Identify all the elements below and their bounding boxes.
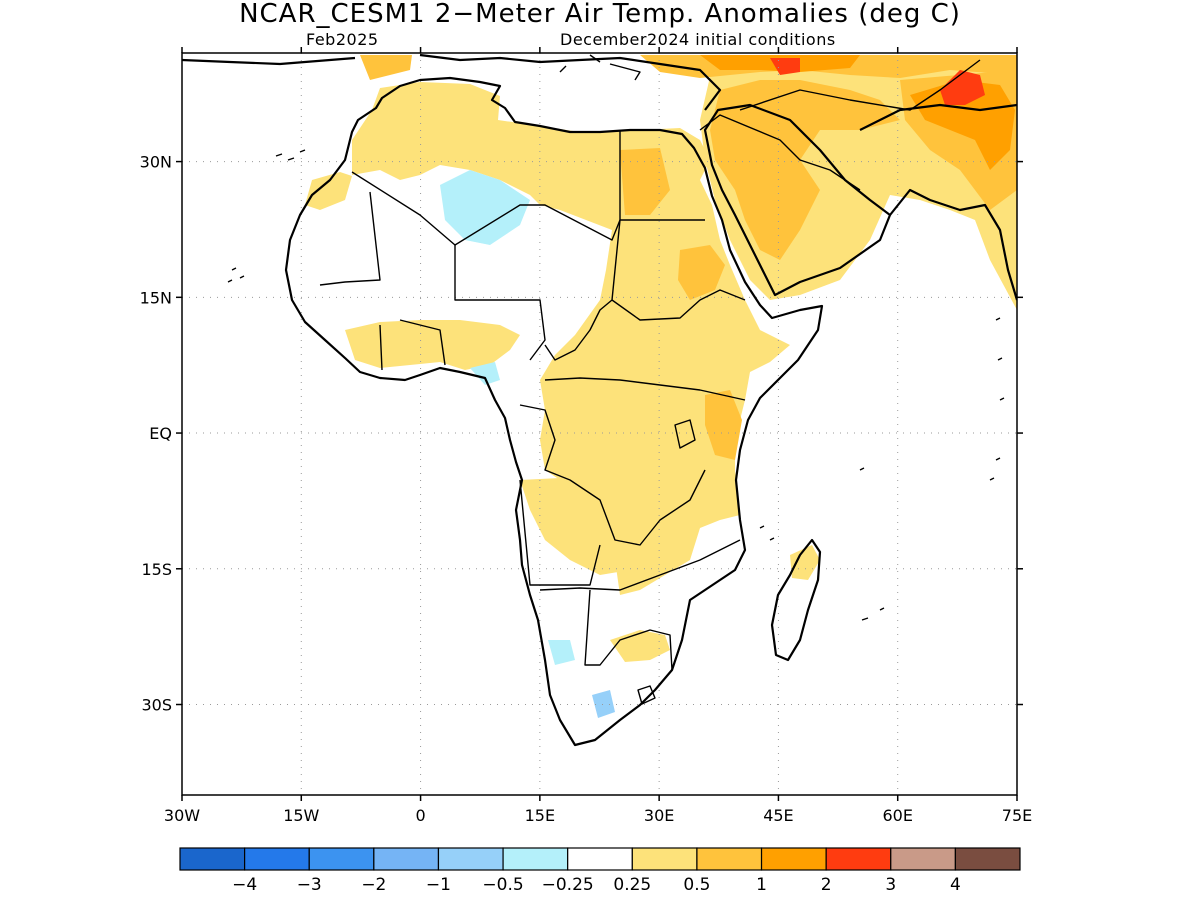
mediterranean-islands (559, 54, 641, 81)
country-border (351, 171, 705, 246)
cape-verde-islands (227, 267, 245, 283)
y-tick-label: 15N (140, 288, 172, 307)
y-tick-label: 15S (141, 560, 172, 579)
warm-anomaly-region (345, 320, 520, 370)
colorbar-label: 2 (821, 875, 832, 895)
mediterranean-north-coastline (182, 53, 722, 111)
country-border (539, 539, 741, 591)
map-frame (181, 52, 1018, 796)
country-border (544, 377, 746, 401)
colorbar-label: 0.5 (683, 875, 710, 895)
colorbar-label: −4 (232, 875, 257, 895)
cool-anomaly-region (440, 170, 530, 245)
colorbar-swatch (244, 847, 310, 871)
chart-title: NCAR_CESM1 2−Meter Air Temp. Anomalies (… (239, 0, 961, 29)
extreme-anomaly-region (770, 58, 800, 75)
y-tick-label: 30N (140, 153, 172, 172)
africa-coastline (284, 76, 824, 747)
country-border (379, 319, 446, 371)
madagascar-coastline (770, 538, 822, 662)
extreme-anomaly-region (940, 70, 985, 105)
warm-anomaly-region (520, 478, 630, 575)
very-hot-anomaly-region (910, 80, 1015, 170)
colorbar-swatch (373, 847, 440, 871)
asia-coastline (859, 103, 1017, 301)
initial-conditions: December2024 initial conditions (560, 30, 836, 49)
x-tick-label: 30W (164, 806, 200, 825)
lake-victoria-outline (674, 419, 696, 449)
hot-anomaly-region (360, 55, 412, 80)
cool-anomaly-region (470, 362, 500, 385)
colorbar-label: −2 (361, 875, 386, 895)
arabian-peninsula-coastline (703, 103, 892, 297)
seychelles-islands (859, 457, 1001, 481)
colorbar-swatch (825, 847, 892, 871)
islands (227, 54, 1005, 621)
x-tick-label: 45E (763, 806, 793, 825)
colorbar-swatch (502, 847, 569, 871)
colorbar-swatch (954, 847, 1021, 871)
anomaly-shading (305, 55, 1017, 718)
y-axis: 30N 15N EQ 15S 30S (140, 153, 1023, 715)
y-tick-label: EQ (149, 424, 172, 443)
colorbar: −4 −3 −2 −1 −0.5 −0.25 0.25 0.5 1 2 3 4 (179, 847, 1021, 895)
colorbar-label: −3 (297, 875, 322, 895)
colorbar-label: −0.5 (482, 875, 523, 895)
lesotho-outline (637, 685, 656, 705)
gridlines (182, 53, 1017, 795)
warm-anomaly-region (305, 172, 352, 210)
colorbar-label: 3 (885, 875, 896, 895)
colorbar-swatch (696, 847, 763, 871)
coastlines (182, 53, 1017, 747)
country-border (544, 130, 621, 361)
colorbar-label: −0.25 (542, 875, 594, 895)
country-border (584, 589, 673, 671)
colorbar-swatch (179, 847, 246, 871)
x-tick-label: 75E (1002, 806, 1032, 825)
map-panel (182, 53, 1017, 795)
colorbar-swatch (567, 847, 633, 871)
x-tick-label: 15E (525, 806, 555, 825)
colorbar-label: −1 (426, 875, 451, 895)
colorbar-swatch (437, 847, 504, 871)
mascarene-islands (861, 317, 1005, 621)
colorbar-swatch (760, 847, 827, 871)
country-border (699, 114, 861, 191)
country-border (519, 479, 601, 586)
forecast-month: Feb2025 (306, 30, 379, 49)
colorbar-label: 4 (950, 875, 961, 895)
x-tick-label: 15W (283, 806, 319, 825)
colorbar-label: 0.25 (613, 875, 651, 895)
warm-anomaly-region (352, 82, 790, 595)
cool-anomaly-region (548, 640, 575, 665)
y-tick-label: 30S (141, 696, 172, 715)
country-borders (319, 59, 981, 705)
comoros-islands (759, 525, 775, 541)
hot-anomaly-region (705, 390, 742, 460)
country-border (319, 191, 546, 361)
x-tick-label: 60E (882, 806, 912, 825)
warm-anomaly-region (790, 545, 820, 580)
hot-anomaly-region (710, 80, 900, 260)
country-border (519, 404, 706, 546)
colorbar-swatch (631, 847, 698, 871)
canary-islands (275, 149, 306, 161)
hot-anomaly-region (678, 245, 725, 300)
country-border (739, 59, 981, 111)
colorbar-swatch (308, 847, 375, 871)
x-tick-label: 30E (644, 806, 674, 825)
cool-anomaly-region (592, 690, 615, 718)
colorbar-label: 1 (756, 875, 767, 895)
hot-anomaly-region (620, 148, 670, 215)
x-tick-label: 0 (415, 806, 425, 825)
x-axis: 30W 15W 0 15E 30E 45E 60E 75E (164, 47, 1032, 825)
colorbar-swatch (890, 847, 956, 871)
country-border (611, 289, 746, 321)
